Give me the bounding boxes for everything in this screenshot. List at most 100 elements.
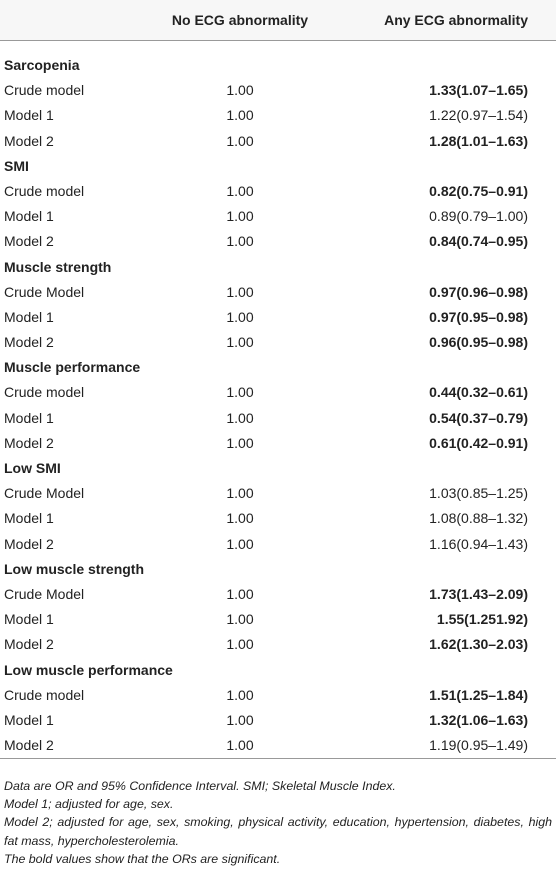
cell-any-ecg: 1.08(0.88–1.32) <box>429 510 528 527</box>
row-label: Crude Model <box>4 485 85 502</box>
section-title: Sarcopenia <box>4 57 80 73</box>
data-row: Crude model 1.00 1.33(1.07–1.65) <box>0 78 556 103</box>
row-label: Model 2 <box>4 535 54 552</box>
cell-any-ecg: 1.19(0.95–1.49) <box>429 737 528 754</box>
cell-any-ecg: 1.16(0.94–1.43) <box>429 535 528 552</box>
row-label: Model 2 <box>4 737 54 754</box>
data-row: Model 2 1.00 1.16(0.94–1.43) <box>0 532 556 557</box>
cell-no-ecg: 1.00 <box>226 434 254 451</box>
cell-no-ecg: 1.00 <box>226 283 254 300</box>
section-title: Low muscle performance <box>4 661 173 678</box>
cell-no-ecg: 1.00 <box>226 107 254 124</box>
row-label: Model 1 <box>4 308 54 325</box>
cell-no-ecg: 1.00 <box>226 686 254 703</box>
row-label: Model 1 <box>4 409 54 426</box>
row-label: Model 2 <box>4 434 54 451</box>
row-label: Model 1 <box>4 611 54 628</box>
row-label: Crude model <box>4 182 85 199</box>
cell-no-ecg: 1.00 <box>226 82 254 99</box>
section-title: Low muscle strength <box>4 560 145 577</box>
cell-no-ecg: 1.00 <box>226 384 254 401</box>
data-row: Crude model 1.00 0.82(0.75–0.91) <box>0 179 556 204</box>
cell-no-ecg: 1.00 <box>226 510 254 527</box>
footnote: Model 1; adjusted for age, sex. <box>4 797 174 812</box>
row-label: Model 1 <box>4 107 54 124</box>
data-row: Model 1 1.00 1.22(0.97–1.54) <box>0 103 556 128</box>
data-row: Model 2 1.00 0.96(0.95–0.98) <box>0 330 556 355</box>
data-row: Model 1 1.00 0.54(0.37–0.79) <box>0 406 556 431</box>
data-row: Model 1 1.00 1.08(0.88–1.32) <box>0 506 556 531</box>
cell-any-ecg: 1.62(1.30–2.03) <box>429 636 528 653</box>
section-row: Sarcopenia <box>0 53 556 78</box>
data-row: Crude Model 1.00 1.73(1.43–2.09) <box>0 582 556 607</box>
data-row: Model 1 1.00 1.32(1.06–1.63) <box>0 708 556 733</box>
cell-any-ecg: 1.73(1.43–2.09) <box>429 585 528 602</box>
section-title: Low SMI <box>4 460 61 476</box>
cell-any-ecg: 0.54(0.37–0.79) <box>429 409 528 426</box>
data-row: Crude model 1.00 0.44(0.32–0.61) <box>0 380 556 405</box>
cell-any-ecg: 0.82(0.75–0.91) <box>429 182 528 199</box>
table-bottom-rule <box>0 758 556 760</box>
cell-any-ecg: 1.22(0.97–1.54) <box>429 107 528 124</box>
table-body: Sarcopenia Crude model 1.00 1.33(1.07–1.65)… <box>0 41 556 758</box>
row-label: Model 2 <box>4 636 54 653</box>
cell-no-ecg: 1.00 <box>226 132 254 149</box>
cell-any-ecg: 0.97(0.95–0.98) <box>429 308 528 325</box>
row-label: Model 2 <box>4 233 54 250</box>
cell-any-ecg: 0.61(0.42–0.91) <box>429 434 528 451</box>
cell-no-ecg: 1.00 <box>226 737 254 754</box>
row-label: Model 1 <box>4 510 54 527</box>
data-row: Crude Model 1.00 0.97(0.96–0.98) <box>0 280 556 305</box>
cell-any-ecg: 0.96(0.95–0.98) <box>429 334 528 351</box>
cell-any-ecg: 0.89(0.79–1.00) <box>429 208 528 225</box>
cell-any-ecg: 1.55(1.251.92) <box>436 611 528 628</box>
cell-no-ecg: 1.00 <box>226 585 254 602</box>
table: No ECG abnormality Any ECG abnormality S… <box>0 0 556 760</box>
data-row: Model 1 1.00 1.55(1.251.92) <box>0 607 556 632</box>
section-row: Low SMI <box>0 456 556 481</box>
cell-any-ecg: 0.97(0.96–0.98) <box>429 283 528 300</box>
cell-any-ecg: 1.28(1.01–1.63) <box>429 132 528 149</box>
cell-any-ecg: 0.44(0.32–0.61) <box>429 384 528 401</box>
cell-no-ecg: 1.00 <box>226 711 254 728</box>
row-label: Crude Model <box>4 283 85 300</box>
cell-any-ecg: 1.51(1.25–1.84) <box>429 686 528 703</box>
cell-no-ecg: 1.00 <box>226 535 254 552</box>
row-label: Crude model <box>4 686 85 703</box>
data-row: Model 2 1.00 1.28(1.01–1.63) <box>0 129 556 154</box>
row-label: Crude model <box>4 82 85 99</box>
header-row: No ECG abnormality Any ECG abnormality <box>0 0 556 41</box>
cell-no-ecg: 1.00 <box>226 485 254 502</box>
section-title: Muscle strength <box>4 258 112 275</box>
row-label: Model 2 <box>4 334 54 351</box>
cell-no-ecg: 1.00 <box>226 233 254 250</box>
row-label: Crude model <box>4 384 85 401</box>
row-label: Crude Model <box>4 585 85 602</box>
data-row: Model 2 1.00 0.61(0.42–0.91) <box>0 431 556 456</box>
section-row: Low muscle strength <box>0 557 556 582</box>
data-row: Model 2 1.00 1.19(0.95–1.49) <box>0 733 556 758</box>
cell-no-ecg: 1.00 <box>226 182 254 199</box>
data-row: Model 2 1.00 1.62(1.30–2.03) <box>0 632 556 657</box>
section-row: Muscle strength <box>0 255 556 280</box>
cell-no-ecg: 1.00 <box>226 611 254 628</box>
section-title: Muscle performance <box>4 359 141 376</box>
section-row: SMI <box>0 154 556 179</box>
footnote: Model 2; adjusted for age, sex, smoking,… <box>4 815 552 848</box>
cell-any-ecg: 1.03(0.85–1.25) <box>429 485 528 502</box>
data-row: Model 2 1.00 0.84(0.74–0.95) <box>0 229 556 254</box>
section-row: Muscle performance <box>0 355 556 380</box>
cell-no-ecg: 1.00 <box>226 208 254 225</box>
cell-any-ecg: 1.33(1.07–1.65) <box>429 82 528 99</box>
row-label: Model 1 <box>4 711 54 728</box>
data-row: Model 1 1.00 0.97(0.95–0.98) <box>0 305 556 330</box>
column-header: No ECG abnormality <box>171 12 309 28</box>
row-label: Model 2 <box>4 132 54 149</box>
data-row: Model 1 1.00 0.89(0.79–1.00) <box>0 204 556 229</box>
cell-any-ecg: 0.84(0.74–0.95) <box>429 233 528 250</box>
cell-any-ecg: 1.32(1.06–1.63) <box>429 711 528 728</box>
row-label: Model 1 <box>4 208 54 225</box>
section-row: Low muscle performance <box>0 658 556 683</box>
cell-no-ecg: 1.00 <box>226 636 254 653</box>
